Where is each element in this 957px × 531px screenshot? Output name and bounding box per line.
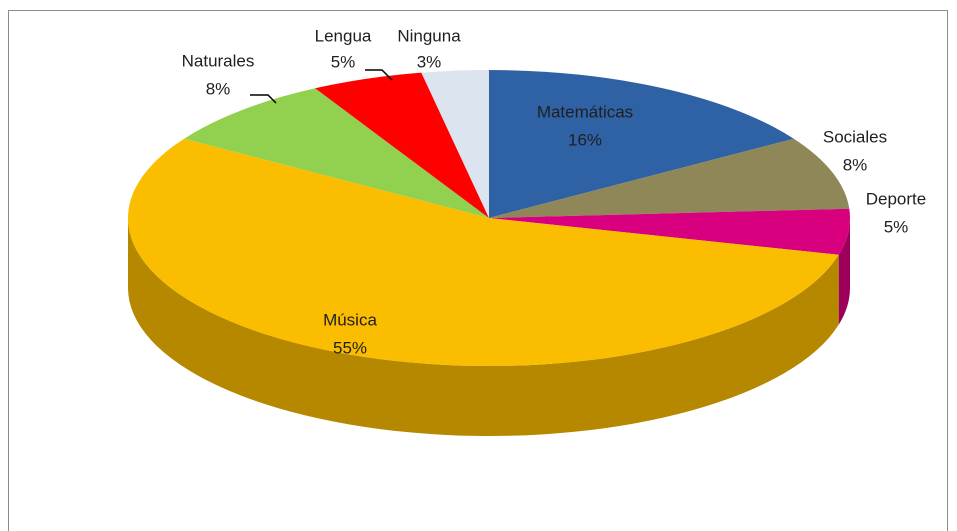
slice-label: Naturales [182,51,255,70]
slice-label: Música [323,310,377,329]
slice [489,208,850,255]
slice [489,138,850,218]
value-label: 16% [568,130,602,149]
slice-label: Ninguna [397,26,461,45]
pie-sides [128,218,850,436]
slice-label: Deporte [866,189,926,208]
value-label: 55% [333,338,367,357]
slice-side [838,218,850,325]
slice-label: Sociales [823,127,887,146]
value-label: 5% [331,52,356,71]
slice [127,138,839,367]
slice [421,70,489,218]
slice-label: Lengua [315,26,372,45]
data-labels: Matemáticas 16% Sociales 8% Deporte 5% Música 5… [182,26,927,357]
pie-tops [127,70,850,367]
slice [184,88,489,218]
value-label: 5% [884,217,909,236]
slice-side [128,218,839,436]
slice [315,72,489,218]
leader-line [250,94,277,104]
slice-label: Matemáticas [537,102,633,121]
slice [489,70,794,218]
leader-line [365,69,393,81]
value-label: 8% [843,155,868,174]
value-label: 3% [417,52,442,71]
value-label: 8% [206,79,231,98]
